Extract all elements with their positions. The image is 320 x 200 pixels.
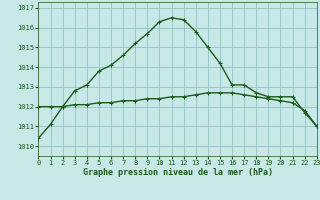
X-axis label: Graphe pression niveau de la mer (hPa): Graphe pression niveau de la mer (hPa) — [83, 168, 273, 177]
